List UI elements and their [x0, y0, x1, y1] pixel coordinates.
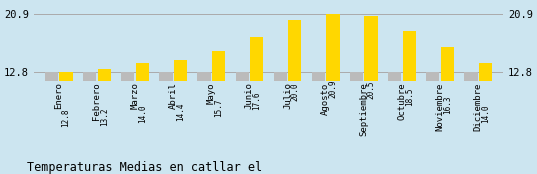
Bar	[365, 16, 378, 164]
Text: 16.3: 16.3	[443, 96, 452, 114]
Bar	[288, 20, 301, 164]
Text: 14.0: 14.0	[138, 104, 147, 123]
Text: 12.8: 12.8	[62, 108, 70, 127]
Bar	[136, 63, 149, 164]
Text: 20.9: 20.9	[329, 79, 337, 98]
Text: 13.2: 13.2	[100, 107, 108, 125]
Bar	[479, 63, 492, 164]
Bar	[250, 37, 263, 164]
Bar	[198, 72, 211, 164]
Text: 20.5: 20.5	[367, 81, 375, 99]
Bar	[121, 72, 134, 164]
Text: 18.5: 18.5	[405, 88, 413, 106]
Text: 17.6: 17.6	[252, 91, 261, 110]
Text: 14.0: 14.0	[481, 104, 490, 123]
Bar	[350, 72, 363, 164]
Text: Temperaturas Medias en catllar el: Temperaturas Medias en catllar el	[27, 161, 262, 174]
Bar	[212, 51, 225, 164]
Bar	[312, 72, 325, 164]
Bar	[388, 72, 401, 164]
Bar	[45, 72, 58, 164]
Bar	[274, 72, 287, 164]
Bar	[236, 72, 249, 164]
Bar	[60, 72, 72, 164]
Bar	[174, 60, 187, 164]
Text: 20.0: 20.0	[291, 83, 299, 101]
Text: 15.7: 15.7	[214, 98, 223, 117]
Bar	[98, 69, 111, 164]
Bar	[441, 47, 454, 164]
Bar	[159, 72, 172, 164]
Text: 14.4: 14.4	[176, 103, 185, 121]
Bar	[326, 14, 339, 164]
Bar	[403, 31, 416, 164]
Bar	[465, 72, 477, 164]
Bar	[83, 72, 96, 164]
Bar	[426, 72, 439, 164]
